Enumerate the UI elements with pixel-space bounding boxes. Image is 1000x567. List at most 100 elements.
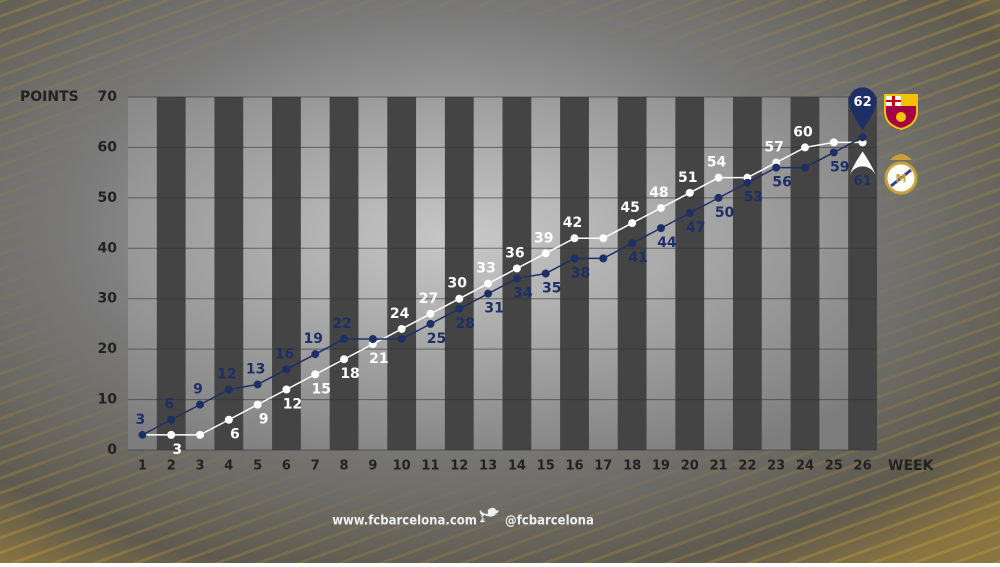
data-point xyxy=(282,385,291,394)
data-point xyxy=(484,289,493,298)
series-line xyxy=(142,136,863,436)
data-point xyxy=(311,350,320,359)
data-label: 53 xyxy=(744,190,763,206)
x-tick-label: 7 xyxy=(311,459,320,474)
x-tick-label: 15 xyxy=(537,459,555,474)
value-pin xyxy=(848,87,877,131)
data-point xyxy=(541,249,550,258)
data-point xyxy=(858,133,867,142)
footer-site: www.fcbarcelona.com xyxy=(332,514,477,529)
data-label: 36 xyxy=(505,245,524,261)
y-tick-label: 20 xyxy=(98,341,118,357)
x-tick-label: 20 xyxy=(681,459,699,474)
data-point xyxy=(340,355,349,364)
x-tick-label: 19 xyxy=(652,459,670,474)
x-tick-label: 25 xyxy=(825,459,843,474)
x-tick-label: 1 xyxy=(138,459,147,474)
data-label: 44 xyxy=(657,235,677,251)
data-point xyxy=(282,365,291,374)
data-point xyxy=(196,400,205,409)
data-label: 15 xyxy=(312,381,331,397)
data-label: 16 xyxy=(275,346,294,362)
data-point xyxy=(772,163,781,172)
x-tick-label: 26 xyxy=(854,459,872,474)
data-point xyxy=(512,264,521,273)
x-tick-label: 10 xyxy=(393,459,411,474)
data-label: 45 xyxy=(620,200,639,216)
x-tick-label: 23 xyxy=(767,459,785,474)
x-tick-label: 16 xyxy=(565,459,583,474)
y-tick-label: 0 xyxy=(107,442,117,458)
data-point xyxy=(628,219,637,228)
x-tick-label: 12 xyxy=(450,459,468,474)
data-point xyxy=(397,324,406,333)
data-label: 34 xyxy=(513,286,533,302)
data-point xyxy=(167,430,176,439)
data-point xyxy=(656,203,665,212)
data-label: 33 xyxy=(476,261,495,277)
data-label: 54 xyxy=(707,155,727,171)
data-label: 3 xyxy=(136,412,146,428)
value-pin-label: 61 xyxy=(854,174,872,189)
data-label: 28 xyxy=(456,316,475,332)
x-tick-label: 9 xyxy=(368,459,377,474)
data-point xyxy=(829,138,838,147)
data-label: 21 xyxy=(369,351,388,367)
x-tick-label: 24 xyxy=(796,459,814,474)
column-band xyxy=(214,97,244,450)
data-point xyxy=(426,319,435,328)
data-label: 50 xyxy=(715,205,735,221)
data-point xyxy=(800,143,809,152)
data-point xyxy=(253,380,262,389)
column-band xyxy=(790,97,820,450)
y-tick-label: 60 xyxy=(98,139,118,155)
data-label: 13 xyxy=(246,361,265,377)
data-point xyxy=(570,254,579,263)
data-point xyxy=(628,239,637,248)
x-axis-label: WEEK xyxy=(888,458,935,474)
twitter-icon xyxy=(479,507,499,523)
data-label: 41 xyxy=(628,250,647,266)
column-band xyxy=(675,97,705,450)
column-band xyxy=(329,97,359,450)
real-madrid-crest: M xyxy=(884,154,918,195)
data-label: 27 xyxy=(419,291,438,307)
data-point xyxy=(455,304,464,313)
data-label: 59 xyxy=(830,159,849,175)
x-tick-label: 18 xyxy=(623,459,641,474)
column-band xyxy=(156,97,186,450)
data-point xyxy=(599,234,608,243)
data-label: 12 xyxy=(283,396,302,412)
column-band xyxy=(617,97,647,450)
barcelona-crest xyxy=(884,94,918,131)
x-tick-label: 8 xyxy=(340,459,349,474)
data-point xyxy=(714,193,723,202)
data-point xyxy=(397,335,406,344)
data-label: 19 xyxy=(304,331,323,347)
column-band xyxy=(560,97,589,450)
data-point xyxy=(685,188,694,197)
series-line xyxy=(142,141,863,436)
data-point xyxy=(743,178,752,187)
value-pin-label: 62 xyxy=(854,95,872,110)
y-tick-label: 40 xyxy=(98,240,118,256)
data-point xyxy=(253,400,262,409)
data-point xyxy=(368,335,377,344)
y-axis-label: POINTS xyxy=(20,89,79,105)
x-tick-label: 4 xyxy=(224,459,233,474)
x-tick-label: 5 xyxy=(253,459,262,474)
data-point xyxy=(599,254,608,263)
data-label: 22 xyxy=(332,316,351,332)
data-point xyxy=(800,163,809,172)
data-point xyxy=(224,415,233,424)
x-tick-label: 2 xyxy=(167,459,176,474)
y-tick-label: 50 xyxy=(98,190,118,206)
column-band xyxy=(732,97,762,450)
data-label: 9 xyxy=(259,412,269,428)
y-tick-label: 30 xyxy=(98,291,118,307)
data-point xyxy=(167,415,176,424)
y-tick-label: 70 xyxy=(98,89,118,105)
data-label: 25 xyxy=(427,331,446,347)
